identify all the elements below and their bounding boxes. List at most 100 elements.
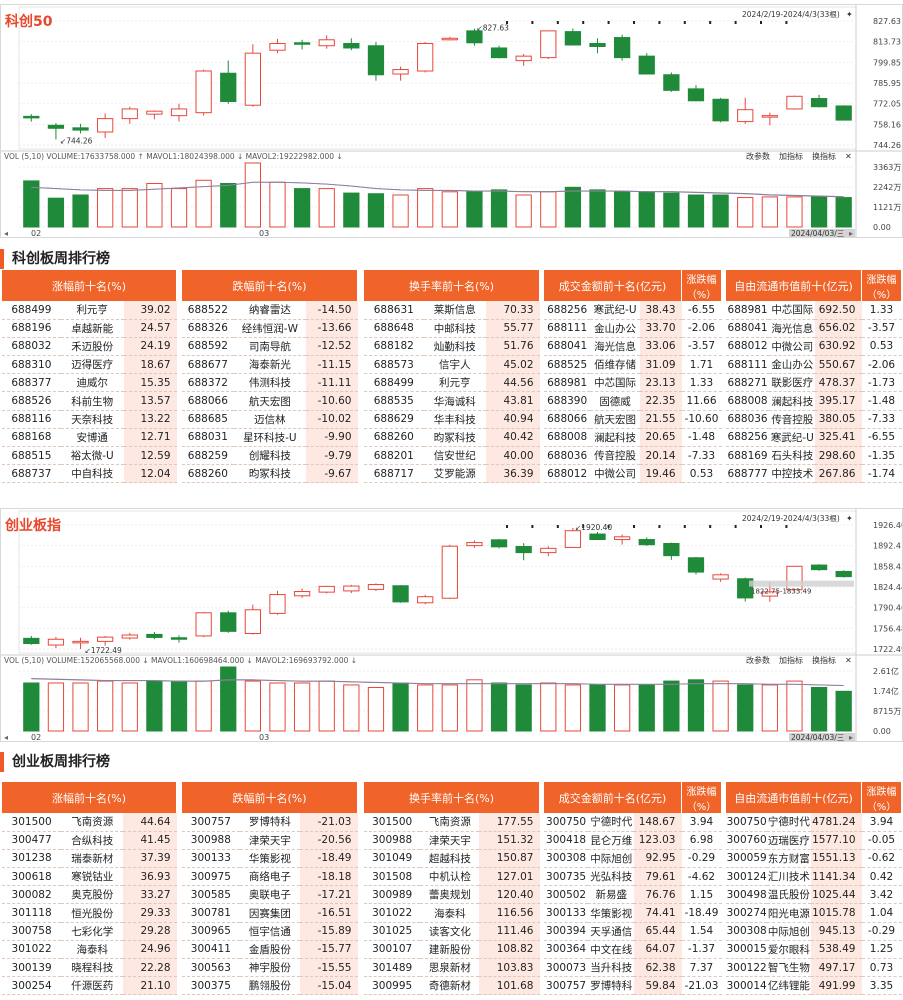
table-row[interactable]: 688499 利元亨 44.56 [364, 373, 540, 393]
table-row[interactable]: 300015 爱尔眼科 538.49 1.25 [726, 940, 902, 960]
table-row[interactable]: 688526 科前生物 13.57 [2, 391, 177, 411]
table-row[interactable]: 688271 联影医疗 478.37 -1.73 [726, 373, 902, 393]
table-row[interactable]: 688041 海光信息 33.06 -3.57 [544, 337, 722, 357]
table-row[interactable]: 688169 石头科技 298.60 -1.35 [726, 446, 902, 466]
table-row[interactable]: 688196 卓越新能 24.57 [2, 319, 177, 338]
table-row[interactable]: 300750 宁德时代 4781.24 3.94 [726, 813, 902, 832]
kc50-chart[interactable]: 827.63 813.73 799.85 785.95 772.05 758.16 744.… [0, 4, 903, 238]
table-row[interactable]: 300477 合纵科技 41.45 [2, 831, 177, 850]
table-row[interactable]: 688592 司南导航 -12.52 [182, 337, 358, 357]
table-row[interactable]: 688629 华丰科技 40.94 [364, 410, 540, 429]
table-row[interactable]: 300073 当升科技 62.38 7.37 [544, 958, 722, 978]
cyb-chart[interactable]: 1926.40 1892.41 1858.43 1824.44 1790.46 1756.… [0, 508, 903, 742]
table-row[interactable]: 300133 华策影视 74.41 -18.49 [544, 903, 722, 923]
table-row[interactable]: 300758 七彩化学 29.28 [2, 922, 177, 941]
table-row[interactable]: 688012 中微公司 19.46 0.53 [544, 464, 722, 484]
table-row[interactable]: 300418 昆仑万维 123.03 6.98 [544, 831, 722, 850]
table-row[interactable]: 301049 超越科技 150.87 [364, 849, 540, 869]
table-row[interactable]: 688377 迪威尔 15.35 [2, 373, 177, 393]
table-row[interactable]: 688182 灿勤科技 51.76 [364, 337, 540, 357]
table-row[interactable]: 300139 晓程科技 22.28 [2, 958, 177, 978]
table-row[interactable]: 300059 东方财富 1551.13 -0.62 [726, 849, 902, 869]
table-row[interactable]: 688390 固德威 22.35 11.66 [544, 391, 722, 411]
table-row[interactable]: 300394 天孚通信 65.44 1.54 [544, 922, 722, 941]
table-row[interactable]: 688012 中微公司 630.92 0.53 [726, 337, 902, 357]
table-row[interactable]: 688981 中芯国际 23.13 1.33 [544, 373, 722, 393]
table-row[interactable]: 300989 蕾奥规划 120.40 [364, 885, 540, 905]
table-row[interactable]: 688008 澜起科技 395.17 -1.48 [726, 391, 902, 411]
table-row[interactable]: 300308 中际旭创 92.95 -0.29 [544, 849, 722, 869]
table-row[interactable]: 688685 迈信林 -10.02 [182, 410, 358, 429]
table-row[interactable]: 301508 中机认检 127.01 [364, 867, 540, 887]
table-row[interactable]: 688631 莱斯信息 70.33 [364, 301, 540, 320]
table-row[interactable]: 300122 智飞生物 497.17 0.73 [726, 958, 902, 978]
table-row[interactable]: 688372 伟测科技 -11.11 [182, 373, 358, 393]
table-row[interactable]: 300781 因赛集团 -16.51 [182, 903, 358, 923]
table-row[interactable]: 688573 信宇人 45.02 [364, 355, 540, 375]
table-row[interactable]: 688111 金山办公 33.70 -2.06 [544, 319, 722, 338]
table-row[interactable]: 300750 宁德时代 148.67 3.94 [544, 813, 722, 832]
table-row[interactable]: 688677 海泰新光 -11.15 [182, 355, 358, 375]
table-row[interactable]: 688525 佰维存储 31.09 1.71 [544, 355, 722, 375]
table-row[interactable]: 300498 温氏股份 1025.44 3.42 [726, 885, 902, 905]
table-row[interactable]: 688260 昀冢科技 40.42 [364, 428, 540, 448]
table-row[interactable]: 300107 建新股份 108.82 [364, 940, 540, 960]
table-row[interactable]: 688036 传音控股 380.05 -7.33 [726, 410, 902, 429]
table-row[interactable]: 300014 亿纬锂能 491.99 3.35 [726, 976, 902, 996]
table-row[interactable]: 300975 商络电子 -18.18 [182, 867, 358, 887]
table-row[interactable]: 300411 金盾股份 -15.77 [182, 940, 358, 960]
table-row[interactable]: 300618 寒锐钴业 36.93 [2, 867, 177, 887]
table-row[interactable]: 688032 禾迈股份 24.19 [2, 337, 177, 357]
table-row[interactable]: 688116 天奈科技 13.22 [2, 410, 177, 429]
table-row[interactable]: 688111 金山办公 550.67 -2.06 [726, 355, 902, 375]
table-row[interactable]: 300735 光弘科技 79.61 -4.62 [544, 867, 722, 887]
table-row[interactable]: 300757 罗博特科 -21.03 [182, 813, 358, 832]
table-row[interactable]: 688535 华海诚科 43.81 [364, 391, 540, 411]
table-row[interactable]: 300988 津荣天宇 -20.56 [182, 831, 358, 850]
table-row[interactable]: 300364 中文在线 64.07 -1.37 [544, 940, 722, 960]
table-row[interactable]: 688648 中邮科技 55.77 [364, 319, 540, 338]
table-row[interactable]: 688256 寒武纪-U 38.43 -6.55 [544, 301, 722, 320]
table-row[interactable]: 300563 神宇股份 -15.55 [182, 958, 358, 978]
table-row[interactable]: 688041 海光信息 656.02 -3.57 [726, 319, 902, 338]
table-row[interactable]: 301022 海泰科 116.56 [364, 903, 540, 923]
table-row[interactable]: 300502 新易盛 76.76 1.15 [544, 885, 722, 905]
table-row[interactable]: 300988 津荣天宇 151.32 [364, 831, 540, 850]
table-row[interactable]: 688310 迈得医疗 18.67 [2, 355, 177, 375]
table-row[interactable]: 301500 飞南资源 177.55 [364, 813, 540, 832]
table-row[interactable]: 300254 仟源医药 21.10 [2, 976, 177, 996]
table-row[interactable]: 688260 昀冢科技 -9.67 [182, 464, 358, 484]
table-row[interactable]: 688737 中自科技 12.04 [2, 464, 177, 484]
table-row[interactable]: 688008 澜起科技 20.65 -1.48 [544, 428, 722, 448]
table-row[interactable]: 300274 阳光电源 1015.78 1.04 [726, 903, 902, 923]
table-row[interactable]: 301022 海泰科 24.96 [2, 940, 177, 960]
table-row[interactable]: 301238 瑞泰新材 37.39 [2, 849, 177, 869]
table-row[interactable]: 688256 寒武纪-U 325.41 -6.55 [726, 428, 902, 448]
table-row[interactable]: 688259 创耀科技 -9.79 [182, 446, 358, 466]
table-row[interactable]: 300308 中际旭创 945.13 -0.29 [726, 922, 902, 941]
table-row[interactable]: 301118 恒光股份 29.33 [2, 903, 177, 923]
table-row[interactable]: 301500 飞南资源 44.64 [2, 813, 177, 832]
table-row[interactable]: 688777 中控技术 267.86 -1.74 [726, 464, 902, 484]
table-row[interactable]: 688066 航天宏图 -10.60 [182, 391, 358, 411]
table-row[interactable]: 688326 经纬恒润-W -13.66 [182, 319, 358, 338]
table-row[interactable]: 300760 迈瑞医疗 1577.10 -0.05 [726, 831, 902, 850]
table-row[interactable]: 688201 信安世纪 40.00 [364, 446, 540, 466]
table-row[interactable]: 688036 传音控股 20.14 -7.33 [544, 446, 722, 466]
table-row[interactable]: 300995 奇德新材 101.68 [364, 976, 540, 996]
table-row[interactable]: 300965 恒宇信通 -15.89 [182, 922, 358, 941]
table-row[interactable]: 300124 汇川技术 1141.34 0.42 [726, 867, 902, 887]
table-row[interactable]: 688499 利元亨 39.02 [2, 301, 177, 320]
table-row[interactable]: 300585 奥联电子 -17.21 [182, 885, 358, 905]
table-row[interactable]: 688066 航天宏图 21.55 -10.60 [544, 410, 722, 429]
table-row[interactable]: 300757 罗博特科 59.84 -21.03 [544, 976, 722, 996]
table-row[interactable]: 300375 鹏翎股份 -15.04 [182, 976, 358, 996]
table-row[interactable]: 688522 纳睿雷达 -14.50 [182, 301, 358, 320]
table-row[interactable]: 688981 中芯国际 692.50 1.33 [726, 301, 902, 320]
table-row[interactable]: 300082 奥克股份 33.27 [2, 885, 177, 905]
table-row[interactable]: 301025 读客文化 111.46 [364, 922, 540, 941]
table-row[interactable]: 300133 华策影视 -18.49 [182, 849, 358, 869]
table-row[interactable]: 301489 思泉新材 103.83 [364, 958, 540, 978]
table-row[interactable]: 688717 艾罗能源 36.39 [364, 464, 540, 484]
table-row[interactable]: 688031 星环科技-U -9.90 [182, 428, 358, 448]
